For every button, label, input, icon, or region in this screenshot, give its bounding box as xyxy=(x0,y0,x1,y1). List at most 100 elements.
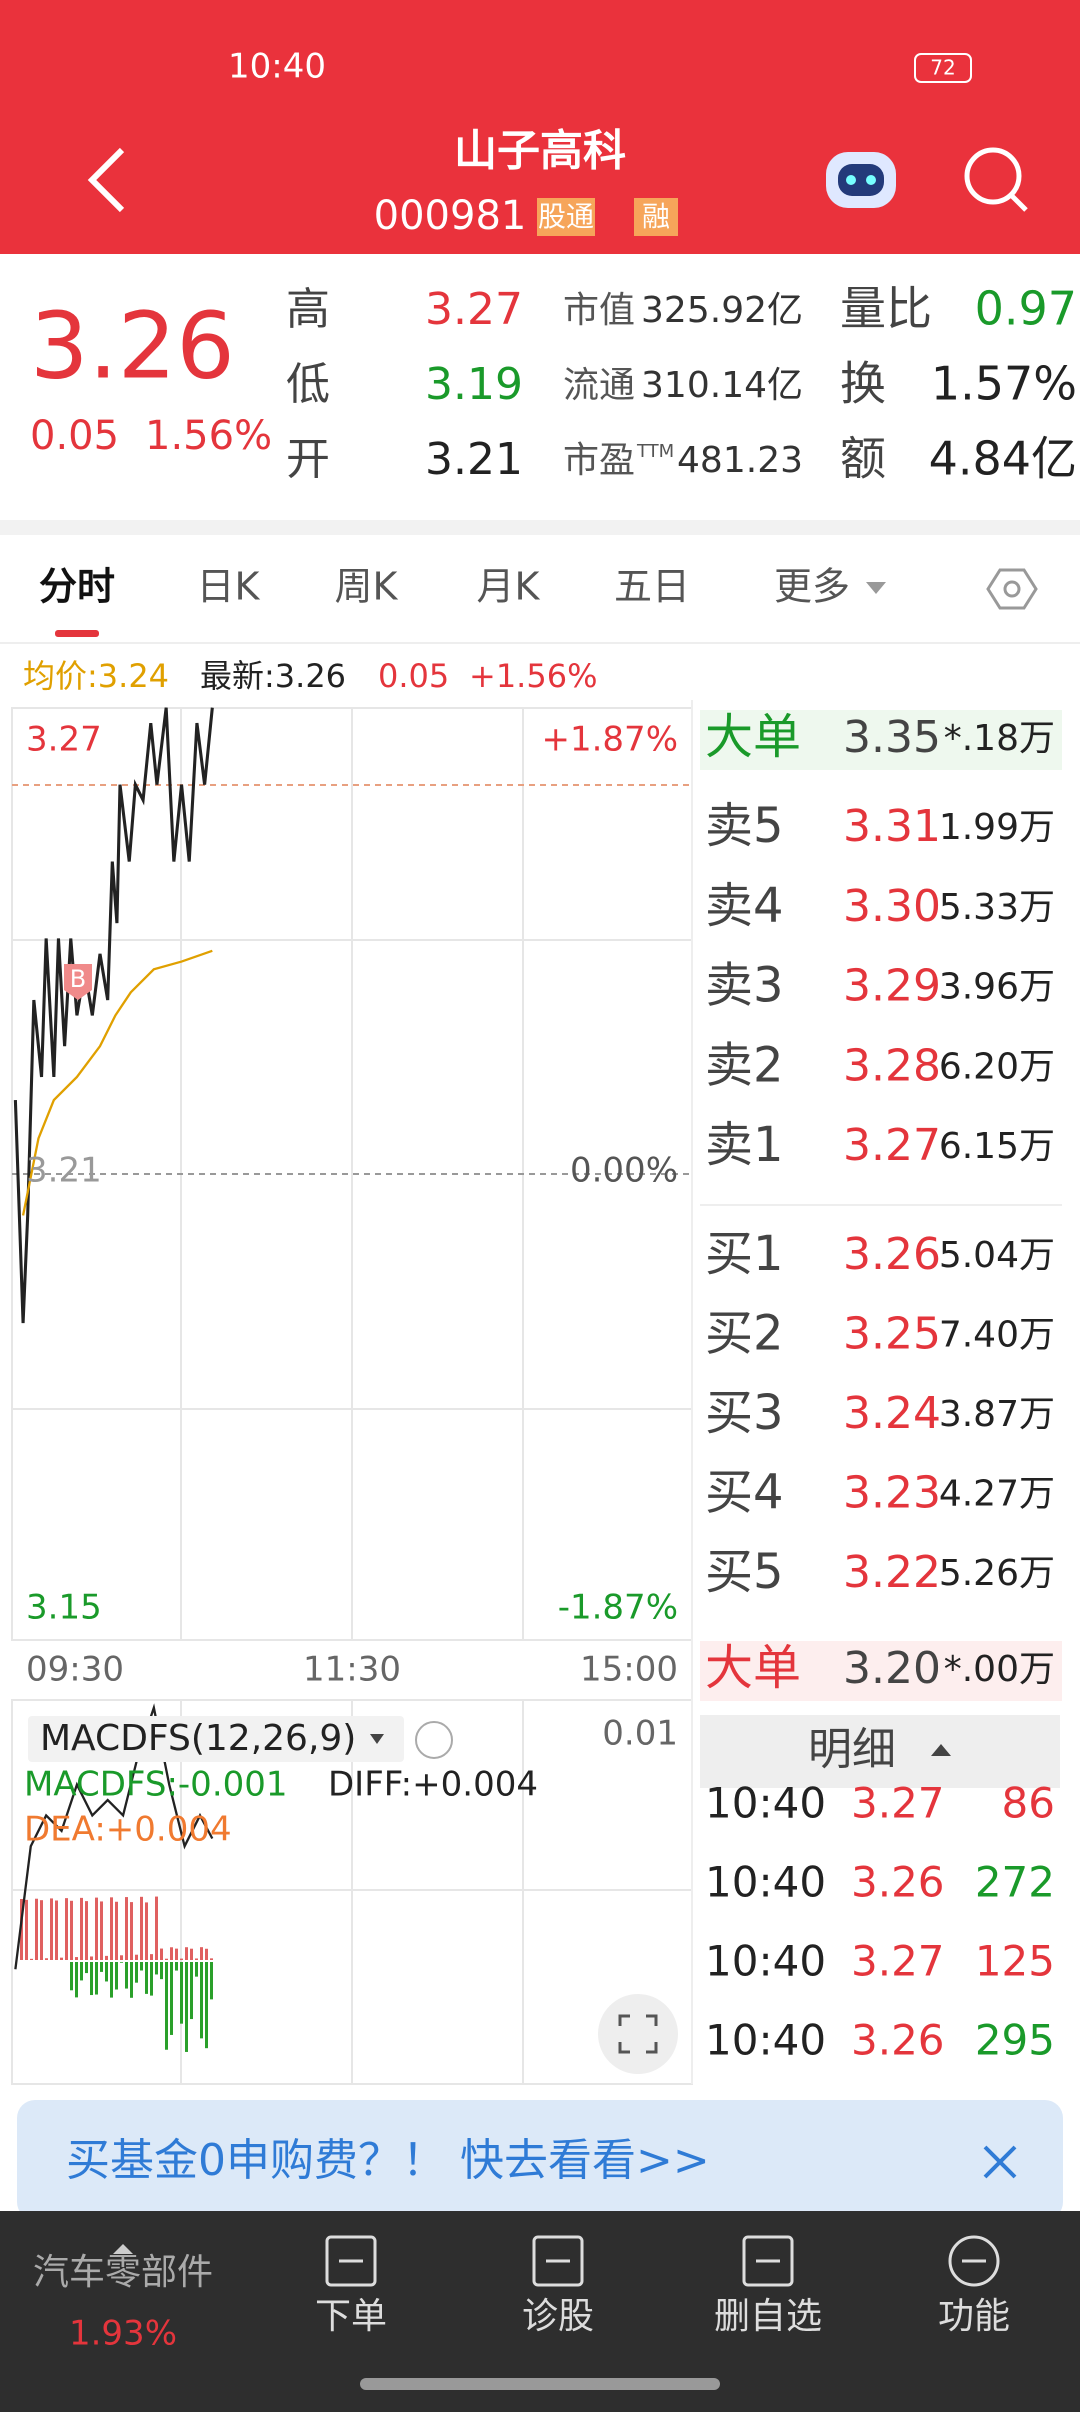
macd-bar xyxy=(195,1958,198,1960)
book-price: 3.23 xyxy=(843,1468,941,1519)
macd-bar xyxy=(185,1962,188,2052)
big-sell-bg xyxy=(700,710,1062,770)
macd-bar xyxy=(70,1900,73,1960)
dea-value: DEA:+0.004 xyxy=(24,1810,232,1850)
quote-value: 3.19 xyxy=(425,359,523,410)
robot-button[interactable] xyxy=(826,152,896,208)
macd-bars xyxy=(20,1896,213,2052)
trade-time: 10:40 xyxy=(705,2016,826,2065)
macd-bar xyxy=(120,1962,123,1963)
back-button[interactable] xyxy=(87,147,125,213)
change: 0.05 xyxy=(30,413,119,459)
trade-price: 3.27 xyxy=(851,1779,945,1828)
quote-value: 3.21 xyxy=(425,434,523,485)
quote-label: 低 xyxy=(286,359,330,410)
badge: 股通 xyxy=(538,200,594,233)
book-volume: 7.40万 xyxy=(939,1315,1055,1356)
macd-bar xyxy=(155,1962,158,1975)
help-icon[interactable] xyxy=(415,1721,453,1759)
macd-bar xyxy=(175,1948,178,1960)
trade-price: 3.27 xyxy=(851,1937,945,1986)
macd-bar xyxy=(155,1896,158,1960)
book-price: 3.27 xyxy=(843,1120,941,1171)
macd-bar xyxy=(100,1901,103,1960)
macd-scale: 0.01 xyxy=(602,1714,678,1754)
book-price: 3.29 xyxy=(843,961,941,1012)
quote-label: 流通 xyxy=(563,365,635,406)
banner-close[interactable] xyxy=(983,2145,1017,2179)
search-button[interactable] xyxy=(964,147,1028,212)
macd-bar xyxy=(175,1962,178,1971)
book-label: 卖2 xyxy=(705,1037,784,1093)
price: 3.26 xyxy=(30,292,235,399)
nav-item[interactable]: 诊股 xyxy=(522,2296,594,2337)
tab[interactable]: 日K xyxy=(197,565,261,609)
tab[interactable]: 分时 xyxy=(39,565,115,609)
book-label: 卖5 xyxy=(705,798,784,854)
nav-item[interactable]: 下单 xyxy=(315,2296,387,2337)
change-pct: 1.56% xyxy=(145,413,272,459)
macd-bar xyxy=(185,1947,188,1960)
book-label: 买3 xyxy=(705,1385,784,1441)
macd-bar xyxy=(40,1900,43,1960)
banner-bg[interactable] xyxy=(17,2100,1063,2220)
book-label: 卖3 xyxy=(705,958,784,1014)
trade-volume: 272 xyxy=(975,1858,1055,1907)
quote-value: 481.23 xyxy=(677,440,803,481)
macd-bar xyxy=(95,1962,98,1995)
nav-item[interactable]: 删自选 xyxy=(714,2296,822,2337)
macd-bar xyxy=(110,1897,113,1960)
nav-icon xyxy=(532,2235,584,2287)
quote-label: 市盈 xyxy=(563,440,635,481)
macd-bar xyxy=(80,1897,83,1960)
settings-icon[interactable] xyxy=(986,568,1038,610)
macd-bar xyxy=(170,1947,173,1960)
nav-icon xyxy=(325,2235,377,2287)
sector-arrow xyxy=(113,2244,133,2254)
info-change: 0.05 xyxy=(378,657,449,695)
macd-bar xyxy=(170,1962,173,2035)
macd-bar xyxy=(210,1962,213,2000)
details-title[interactable]: 明细 xyxy=(808,1724,896,1775)
trade-price: 3.26 xyxy=(851,1858,945,1907)
settings-icon-dot xyxy=(1003,580,1021,598)
details-arrow xyxy=(931,1744,951,1756)
tab[interactable]: 周K xyxy=(335,565,399,609)
macd-bar xyxy=(130,1962,133,1998)
macd-selector[interactable] xyxy=(28,1716,404,1762)
book-volume: 5.04万 xyxy=(939,1235,1055,1276)
quote-value: 1.57% xyxy=(931,357,1077,411)
nav-icon xyxy=(948,2235,1000,2287)
quote-label: 开 xyxy=(286,434,330,485)
macd-bar xyxy=(165,1958,168,1960)
tab[interactable]: 五日 xyxy=(614,565,690,609)
macd-bar xyxy=(150,1954,153,1960)
book-volume: 3.96万 xyxy=(939,967,1055,1008)
big-buy-bg xyxy=(700,1641,1062,1701)
macd-bar xyxy=(45,1958,48,1960)
home-indicator xyxy=(360,2378,720,2390)
macd-bar xyxy=(125,1962,128,1989)
trade-time: 10:40 xyxy=(705,1858,826,1907)
nav-icon xyxy=(742,2235,794,2287)
trade-volume: 86 xyxy=(1002,1779,1055,1828)
price-lines xyxy=(13,707,214,1324)
mid-pct: 0.00% xyxy=(570,1151,678,1191)
macd-bar xyxy=(145,1962,148,1994)
macd-bar xyxy=(60,1957,63,1960)
tab[interactable]: 更多 xyxy=(774,565,850,609)
expand-button[interactable] xyxy=(598,1994,678,2074)
macd-bar xyxy=(150,1962,153,1996)
macd-bar xyxy=(160,1948,163,1960)
nav-item[interactable]: 功能 xyxy=(938,2296,1010,2337)
macd-bar xyxy=(90,1956,93,1960)
banner-text[interactable]: 买基金0申购费？！ 快去看看>> xyxy=(66,2135,710,2186)
book-price: 3.28 xyxy=(843,1040,941,1091)
macd-bar xyxy=(65,1898,68,1960)
macd-bar xyxy=(200,1962,203,2039)
macd-line xyxy=(14,1703,214,1970)
sector-name[interactable]: 汽车零部件 xyxy=(33,2252,213,2293)
diff-value: DIFF:+0.004 xyxy=(328,1765,538,1805)
tab[interactable]: 月K xyxy=(477,565,541,609)
macd-bar xyxy=(70,1962,73,1991)
